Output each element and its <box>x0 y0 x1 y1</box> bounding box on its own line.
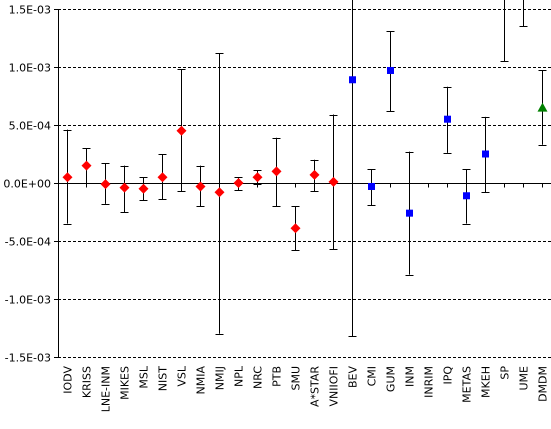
data-point-diamond <box>233 178 244 188</box>
data-points <box>62 66 548 234</box>
x-tick-label: MSL <box>138 365 151 388</box>
data-point-diamond <box>62 172 73 183</box>
x-tick-label: PTB <box>271 366 284 387</box>
data-point-square <box>349 76 356 84</box>
x-tick-label: KRISS <box>81 366 94 398</box>
x-tick-label: IODV <box>62 366 75 394</box>
x-tick-label: NPL <box>233 365 246 387</box>
y-tick-label: 0.0E+00 <box>3 178 51 191</box>
y-tick-label: 5.0E-04 <box>9 120 51 133</box>
data-point-square <box>444 115 451 123</box>
x-tick-label: IPQ <box>442 366 455 385</box>
x-tick-label: SP <box>499 366 512 380</box>
x-tick-labels: IODV KRISS LNE-INM MIKES MSL NIST VSL NMIA NMIJ N… <box>62 365 550 412</box>
x-tick-label: NRC <box>252 366 265 389</box>
data-point-diamond <box>176 125 187 136</box>
data-point-diamond <box>157 172 168 183</box>
data-point-diamond <box>119 182 130 193</box>
data-point-square <box>406 209 413 217</box>
x-tick-label: SMU <box>290 366 303 391</box>
x-tick-label: A*STAR <box>309 366 322 407</box>
data-point-diamond <box>195 181 206 192</box>
y-tick-labels: 1.5E-03 1.0E-03 5.0E-04 0.0E+00 -5.0E-04 -1.0… <box>3 4 51 365</box>
x-tick-label: NIST <box>157 366 170 391</box>
x-tick-label: NMIJ <box>214 366 227 390</box>
x-tick-label: MIKES <box>119 366 132 400</box>
data-point-diamond <box>252 172 263 183</box>
y-tick-label: -1.0E-03 <box>5 294 51 307</box>
x-tick-label: CMI <box>366 366 379 386</box>
y-tick-label: -5.0E-04 <box>5 236 51 249</box>
y-tick-label: -1.5E-03 <box>5 352 51 365</box>
x-tick-label: INRIM <box>423 366 436 398</box>
x-tick-label: LNE-INM <box>100 366 113 412</box>
data-point-diamond <box>328 176 339 187</box>
data-point-triangle <box>537 102 548 112</box>
x-tick-label: DMDM <box>537 366 550 402</box>
data-point-diamond <box>138 183 149 194</box>
x-tick-label: VNIIOFI <box>328 366 341 406</box>
data-point-diamond <box>290 223 301 234</box>
x-tick-label: NMIA <box>195 366 208 395</box>
x-tick-label: UME <box>518 366 531 391</box>
x-tick-label: METAS <box>461 366 474 403</box>
y-tick-label: 1.5E-03 <box>9 4 51 17</box>
x-tick-label: MKEH <box>480 366 493 398</box>
x-tick-label: VSL <box>176 365 189 387</box>
grid-lines <box>58 9 551 358</box>
data-point-diamond <box>214 187 225 198</box>
data-point-diamond <box>81 160 92 171</box>
data-point-diamond <box>271 166 282 177</box>
x-tick-label: BEV <box>347 366 360 388</box>
error-bars <box>63 0 547 337</box>
data-point-square <box>482 150 489 158</box>
x-tick-label: GUM <box>385 366 398 392</box>
axes <box>54 9 551 358</box>
y-tick-label: 1.0E-03 <box>9 62 51 75</box>
data-point-square <box>463 192 470 200</box>
x-tick-label: INM <box>404 366 417 387</box>
data-point-square <box>368 182 375 190</box>
data-point-square <box>387 66 394 74</box>
data-point-diamond <box>309 169 320 180</box>
data-point-diamond <box>100 179 111 190</box>
